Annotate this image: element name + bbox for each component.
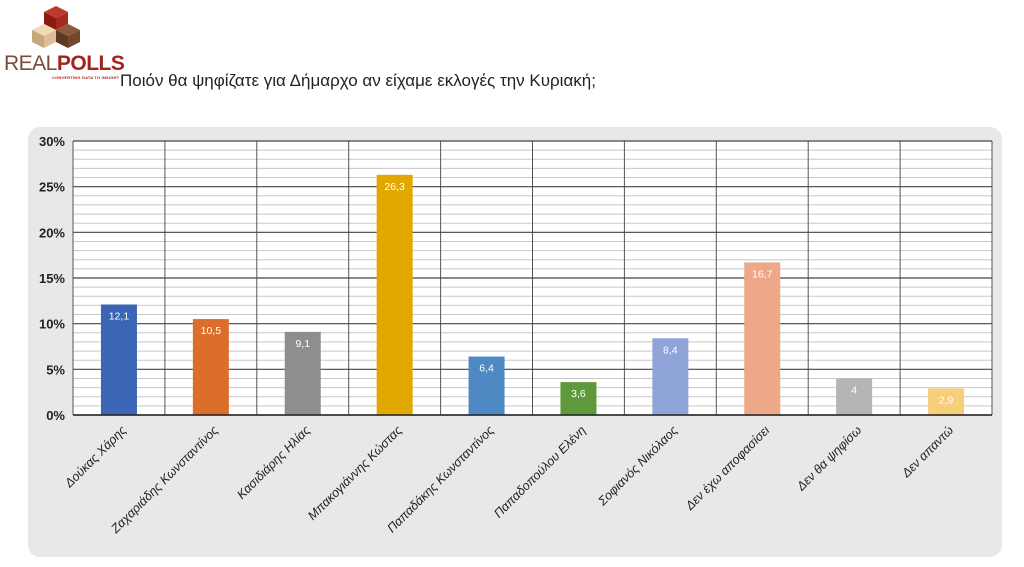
bar (468, 356, 505, 415)
category-label: Ζαχαριάδης Κωνσταντίνος (108, 423, 222, 537)
survey-question: Ποιόν θα ψηφίζατε για Δήμαρχο αν είχαμε … (120, 71, 596, 90)
bar-value-label: 8,4 (663, 344, 678, 356)
realpolls-logo: REALPOLLS CONVERTING DATA TO INSIGHT (4, 4, 125, 82)
bar-value-label: 26,3 (384, 181, 405, 193)
bar (284, 331, 321, 415)
y-tick-label: 25% (39, 180, 65, 195)
bar-value-label: 9,1 (295, 338, 310, 350)
bar-value-label: 12,1 (109, 310, 130, 322)
y-tick-label: 0% (46, 408, 65, 423)
category-label: Κασιδιάρης Ηλίας (234, 423, 313, 502)
bar-value-label: 6,4 (479, 363, 494, 375)
category-label: Δεν απαντώ (899, 423, 957, 481)
bar (652, 338, 689, 415)
y-tick-label: 30% (39, 134, 65, 149)
bar (376, 174, 413, 415)
category-label: Παπαδάκης Κωνσταντίνος (384, 423, 497, 536)
category-label: Παπαδοπούλου Ελένη (491, 423, 588, 520)
category-label: Δεν έχω αποφασίσει (682, 423, 772, 513)
bar-value-label: 16,7 (752, 268, 773, 280)
bar-value-label: 10,5 (201, 325, 222, 337)
y-tick-label: 15% (39, 271, 65, 286)
bar (744, 262, 781, 415)
bar (836, 378, 873, 415)
bar-value-label: 3,6 (571, 388, 586, 400)
category-label: Σοφιανός Νικόλαος (595, 423, 681, 509)
bar (560, 382, 597, 415)
category-label: Δεν θα ψηφίσω (793, 423, 864, 494)
category-label: Μπακογιάννης Κώστας (305, 423, 405, 523)
bar (192, 319, 229, 415)
y-tick-label: 10% (39, 317, 65, 332)
bar (928, 388, 965, 415)
bar-value-label: 2,9 (939, 395, 954, 407)
logo-tagline: CONVERTING DATA TO INSIGHT (52, 75, 120, 80)
y-tick-label: 20% (39, 225, 65, 240)
logo-wordmark: REALPOLLS (4, 52, 125, 75)
bar-value-label: 4 (851, 384, 857, 396)
category-label: Δούκας Χάρης (61, 423, 129, 491)
bar (100, 304, 137, 415)
logo-cube-icon (32, 6, 80, 48)
y-tick-label: 5% (46, 362, 65, 377)
